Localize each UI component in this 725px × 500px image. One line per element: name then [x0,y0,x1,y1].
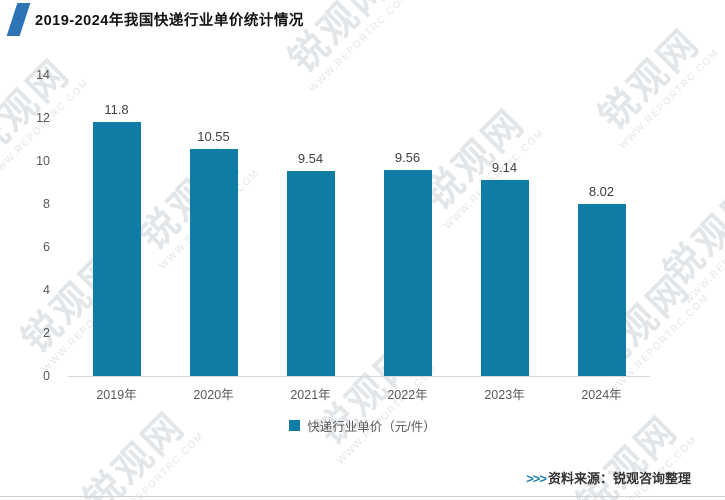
legend-label: 快递行业单价（元/件） [307,420,436,434]
bar [577,203,626,376]
x-axis-label: 2024年 [581,388,622,402]
legend: 快递行业单价（元/件） [0,416,725,435]
watermark-url: WWW.REPORTRC.COM [102,430,207,500]
y-axis-tick-label: 8 [43,197,50,211]
bar-value-label: 11.8 [104,102,129,118]
bar [286,170,335,376]
chart-header: 2019-2024年我国快递行业单价统计情况 [6,3,304,36]
y-axis-tick-label: 10 [36,154,50,168]
bar-value-label: 9.14 [491,159,518,175]
bar [189,149,238,376]
y-axis-tick-label: 12 [36,111,50,125]
y-axis-tick-label: 6 [43,240,50,254]
bar-slot: 11.8 [68,75,165,376]
x-axis-label: 2023年 [484,388,525,402]
x-axis-label: 2021年 [290,388,331,402]
x-axis-label: 2022年 [387,388,428,402]
bar [383,170,432,376]
x-axis: 2019年 2020年 2021年 2022年 2023年 2024年 [68,384,650,403]
bar-value-label: 9.56 [394,150,421,166]
legend-swatch [289,420,301,431]
y-axis-tick-label: 2 [43,326,50,340]
page-title: 2019-2024年我国快递行业单价统计情况 [35,13,304,29]
bar-slot: 9.54 [262,75,359,376]
bar-value-label: 10.55 [197,129,230,145]
bar-slot: 9.14 [456,75,553,376]
y-axis-tick-label: 14 [36,68,50,82]
x-axis-label: 2020年 [193,388,234,402]
source-line: >>> 资料来源：锐观咨询整理 [526,468,691,487]
bar-slot: 9.56 [359,75,456,376]
watermark-logo: 锐观网 [656,176,725,294]
bar [480,179,529,376]
bar-value-label: 8.02 [588,183,615,199]
watermark-url: WWW.REPORTRC.COM [682,202,725,307]
source-text: 资料来源：锐观咨询整理 [547,471,691,486]
x-axis-label: 2019年 [96,388,137,402]
title-slash-icon [6,3,31,36]
bar-value-label: 9.54 [297,150,324,166]
y-axis: 0 2 4 6 8 10 12 14 [0,68,62,383]
bar [92,122,141,376]
watermark-url: WWW.REPORTRC.COM [335,362,440,467]
bar-slot: 8.02 [553,75,650,376]
bar-slot: 10.55 [165,75,262,376]
y-axis-tick-label: 4 [43,283,50,297]
plot-area: 11.8 10.55 9.54 9.56 9.14 8.02 [68,75,650,377]
source-arrows-icon: >>> [526,471,547,486]
y-axis-tick-label: 0 [43,369,50,383]
bottom-divider [0,496,725,497]
